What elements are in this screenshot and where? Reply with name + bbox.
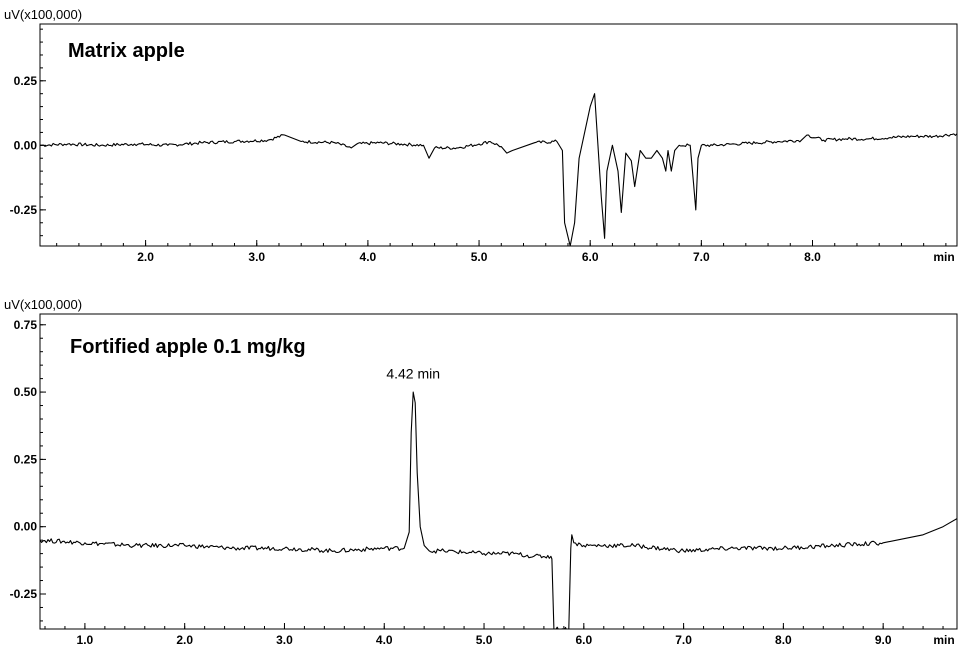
fortified-apple-panel: uV(x100,000) Fortified apple 0.1 mg/kg -0.… [4, 297, 958, 645]
chromatogram-trace [40, 391, 957, 629]
x-tick-label: 5.0 [476, 633, 493, 645]
y-tick-label: -0.25 [10, 203, 38, 217]
x-tick-label: 1.0 [77, 633, 94, 645]
panel-title: Matrix apple [68, 40, 185, 62]
x-tick-label: 3.0 [276, 633, 293, 645]
plot-frame [39, 313, 958, 630]
peak-annotation: 4.42 min [386, 366, 440, 382]
x-tick-label: 4.0 [360, 250, 377, 264]
x-tick-label: 5.0 [471, 250, 488, 264]
x-tick-label: 9.0 [875, 633, 892, 645]
x-tick-label: 7.0 [693, 250, 710, 264]
x-tick-label: 6.0 [575, 633, 592, 645]
y-tick-label: 0.25 [14, 452, 38, 466]
matrix-apple-panel: uV(x100,000) Matrix apple -0.25 0.00 0.25 2.0… [4, 7, 958, 264]
y-tick-label: 0.50 [14, 385, 38, 399]
y-tick-label: 0.75 [14, 318, 38, 332]
y-tick-label: 0.25 [14, 74, 38, 88]
y-tick-label: 0.00 [14, 520, 38, 534]
x-tick-label: 2.0 [137, 250, 154, 264]
chromatogram-trace [40, 93, 957, 246]
panel-title: Fortified apple 0.1 mg/kg [70, 336, 306, 358]
y-tick-label: 0.00 [14, 138, 38, 152]
plot-frame [39, 23, 958, 247]
x-tick-label: 4.0 [376, 633, 393, 645]
x-unit-label: min [933, 250, 954, 264]
y-tick-label: -0.25 [10, 587, 38, 601]
x-tick-label: 7.0 [675, 633, 692, 645]
y-unit-label: uV(x100,000) [4, 297, 82, 312]
x-tick-label: 8.0 [804, 250, 821, 264]
x-tick-label: 8.0 [775, 633, 792, 645]
x-tick-label: 6.0 [582, 250, 599, 264]
x-tick-label: 2.0 [176, 633, 193, 645]
x-unit-label: min [933, 633, 954, 645]
y-unit-label: uV(x100,000) [4, 7, 82, 22]
x-tick-label: 3.0 [248, 250, 265, 264]
